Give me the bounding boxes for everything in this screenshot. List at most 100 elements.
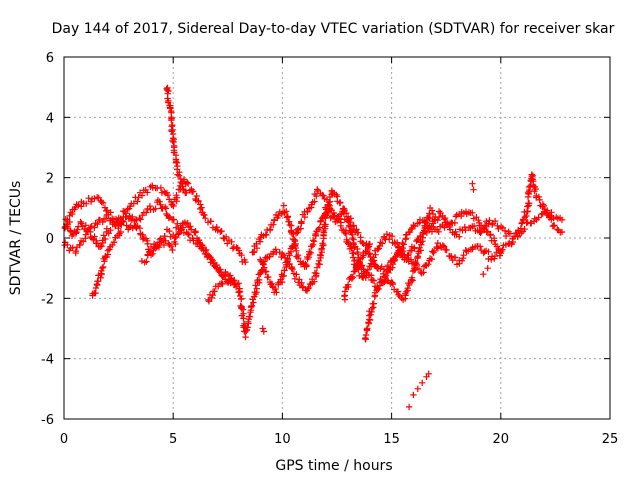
data-point-track-b xyxy=(185,231,192,239)
data-point-track-g xyxy=(499,246,506,253)
data-point-track-g xyxy=(527,182,534,190)
data-point-track-h xyxy=(336,215,344,223)
data-point-track-f xyxy=(329,189,337,196)
data-point-track-h xyxy=(272,285,279,293)
y-tick-label: -6 xyxy=(41,413,54,428)
data-point-track-f xyxy=(219,280,226,288)
data-point-track-h xyxy=(262,268,270,275)
data-point-track-g xyxy=(280,202,287,209)
data-point-track-i xyxy=(402,292,409,299)
data-point-track-c xyxy=(144,240,151,248)
data-point-isolated xyxy=(259,325,266,332)
data-point-track-i xyxy=(418,241,425,248)
data-point-track-f xyxy=(313,270,320,277)
data-point-track-h xyxy=(298,219,305,226)
data-point-track-f xyxy=(558,216,566,224)
data-point-track-f xyxy=(304,285,311,293)
data-point-track-j xyxy=(357,262,364,269)
data-point-track-f xyxy=(322,221,329,228)
data-point-track-g xyxy=(359,239,366,247)
data-point-track-f xyxy=(313,264,321,271)
data-point-track-i xyxy=(412,260,420,267)
data-point-track-f xyxy=(333,191,340,198)
data-point-track-f xyxy=(255,276,263,284)
data-point-track-g xyxy=(372,262,379,269)
data-point-track-g xyxy=(303,262,310,269)
data-point-track-g xyxy=(343,209,350,217)
data-point-track-b xyxy=(98,242,105,250)
data-point-spike xyxy=(169,137,176,145)
data-point-track-h xyxy=(265,273,272,281)
data-point-track-g xyxy=(531,188,538,195)
data-point-isolated xyxy=(470,186,477,193)
data-point-track-b xyxy=(157,201,164,208)
data-point-track-g xyxy=(251,248,258,256)
data-point-track-a xyxy=(207,218,215,225)
data-point-track-j xyxy=(348,275,356,282)
x-tick-label: 15 xyxy=(383,432,400,447)
data-point-track-c xyxy=(82,231,89,238)
data-point-track-c xyxy=(99,218,106,226)
data-point-track-b xyxy=(152,205,159,212)
data-point-track-c xyxy=(199,242,206,250)
data-point-track-b xyxy=(227,272,234,279)
data-point-track-a xyxy=(87,198,95,205)
data-point-track-f xyxy=(208,294,215,302)
data-point-track-g xyxy=(263,231,270,239)
data-point-track-a xyxy=(222,233,230,240)
data-point-track-f xyxy=(347,228,354,235)
data-point-track-d xyxy=(110,238,118,246)
data-point-track-f xyxy=(266,253,273,261)
data-point-track-b xyxy=(184,230,192,238)
data-point-track-f xyxy=(305,284,312,292)
data-point-track-g xyxy=(546,212,553,220)
data-point-low-cluster xyxy=(419,379,426,386)
data-point-track-f xyxy=(502,232,510,240)
data-point-track-c xyxy=(129,213,136,220)
data-point-track-g xyxy=(469,209,476,216)
data-point-track-g xyxy=(384,262,392,269)
data-point-track-h xyxy=(327,205,334,212)
data-point-track-g xyxy=(483,223,490,230)
data-point-track-j xyxy=(352,264,360,271)
data-point-track-g xyxy=(316,224,323,231)
data-point-track-f xyxy=(488,221,496,228)
axis-ticks: 0 5 10 15 20 25 -6 -4 -2 0 2 4 6 xyxy=(41,51,618,447)
data-point-track-b xyxy=(91,233,98,240)
data-point-track-b xyxy=(97,243,104,250)
x-tick-label: 20 xyxy=(493,432,510,447)
data-point-spike xyxy=(183,189,190,196)
data-point-track-a xyxy=(235,247,243,254)
data-point-track-i xyxy=(419,229,427,236)
data-point-track-b xyxy=(137,216,144,223)
data-point-track-i xyxy=(408,274,416,281)
data-point-track-c xyxy=(94,221,101,228)
data-point-track-c xyxy=(115,225,122,232)
data-point-track-c xyxy=(136,225,144,232)
data-point-track-h xyxy=(323,196,331,203)
data-point-track-g xyxy=(535,193,543,201)
data-point-isolated xyxy=(260,328,267,335)
data-point-track-f xyxy=(337,199,344,206)
data-point-track-g xyxy=(536,196,543,204)
data-point-spike xyxy=(168,116,175,124)
data-point-track-h xyxy=(428,255,435,263)
data-point-track-a xyxy=(83,200,90,207)
data-point-track-h xyxy=(431,247,438,254)
data-point-track-h xyxy=(399,248,407,255)
data-point-spike xyxy=(179,183,186,190)
data-point-track-c xyxy=(72,247,80,255)
data-point-track-g xyxy=(551,222,558,229)
data-point-track-a xyxy=(99,199,107,207)
data-point-track-f xyxy=(410,221,417,229)
data-point-track-h xyxy=(448,253,455,260)
data-point-track-a xyxy=(213,223,220,231)
data-point-track-h xyxy=(364,266,372,274)
data-point-track-f xyxy=(240,315,247,322)
data-point-track-g xyxy=(540,202,547,210)
data-point-track-a xyxy=(193,192,200,200)
data-point-track-g xyxy=(517,225,524,232)
data-point-track-b xyxy=(67,227,74,234)
data-point-isolated xyxy=(469,180,476,187)
data-point-track-g xyxy=(509,238,517,246)
